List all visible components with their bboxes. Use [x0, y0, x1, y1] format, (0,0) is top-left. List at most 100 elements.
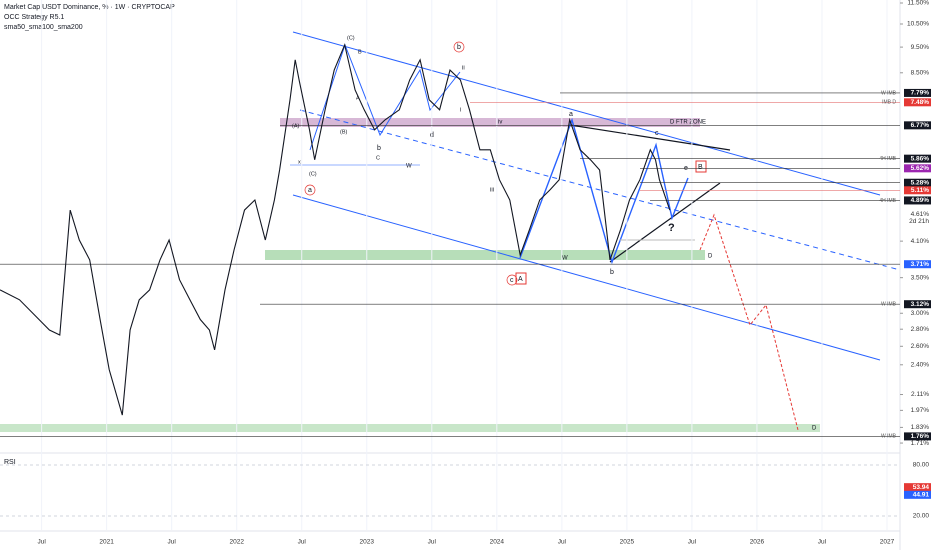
annotation: iii [490, 188, 494, 194]
x-tick-label: 2021 [99, 539, 114, 546]
rsi-title: RSI [4, 459, 16, 466]
annotation: W [562, 256, 568, 262]
y-tick-label: 9.50% [911, 44, 930, 51]
projection-path [699, 213, 799, 431]
annotation: B [698, 164, 703, 171]
y-tick-label: 3.00% [911, 310, 930, 317]
rsi-label: 53.94 [913, 484, 930, 491]
channel-mid [299, 109, 901, 271]
level-name: 4H IMB [879, 156, 896, 162]
level-label: 5.28% [911, 179, 930, 186]
level-label: 4.89% [911, 197, 930, 204]
level-box [904, 260, 931, 269]
level-label: 5.86% [911, 155, 930, 162]
level-box [904, 88, 931, 97]
level-name: W IMB [881, 90, 897, 96]
y-tick-label: 11.50% [907, 0, 929, 7]
x-tick-label: Jul [168, 539, 177, 546]
level-box [904, 432, 931, 441]
level-box [904, 196, 931, 205]
label-box [515, 272, 527, 285]
demand-zone-low [0, 424, 820, 432]
annotation: c [655, 130, 659, 137]
x-tick-label: Jul [37, 539, 46, 546]
annotation: D [708, 254, 713, 260]
annotation: iv [498, 120, 502, 126]
annotation: D [812, 426, 817, 432]
annotation: (B) [340, 129, 348, 135]
level-label: 5.11% [911, 187, 929, 194]
triangle-bottom [609, 182, 721, 263]
x-tick-label: 2025 [620, 539, 635, 546]
annotation: A [518, 276, 523, 283]
y-tick-label: 3.50% [911, 274, 930, 281]
annotation: ii [462, 66, 465, 72]
y-tick-label: 2.80% [911, 326, 930, 333]
rsi-box [904, 483, 931, 492]
y-tick-label: 1.97% [911, 407, 930, 414]
rsi-label: 44.91 [913, 492, 930, 499]
label-box [695, 160, 707, 173]
annotation: (C) [309, 171, 317, 177]
x-tick-label: Jul [298, 539, 307, 546]
level-box [904, 186, 931, 195]
level-label: 3.12% [911, 301, 930, 308]
channel-bottom [292, 194, 881, 361]
chart-title: Market Cap USDT Dominance, % · 1W · CRYP… [4, 4, 175, 11]
level-name: 4H IMB [879, 198, 896, 204]
y-tick-label: 1.71% [911, 440, 930, 447]
rsi-tick-label: 20.00 [913, 513, 930, 520]
y-tick-label: 10.50% [907, 21, 929, 28]
x-tick-label: Jul [558, 539, 567, 546]
annotation: (C) [347, 35, 355, 41]
annotation: D FTR ZONE [670, 120, 706, 126]
x-tick-label: 2026 [750, 539, 765, 546]
last-price: 4.61% [911, 211, 930, 218]
wave-path [519, 117, 689, 265]
level-name: W IMB [881, 434, 897, 440]
label-circle [506, 274, 518, 286]
annotation: b [377, 145, 381, 152]
annotation: B [358, 49, 362, 55]
level-box [904, 154, 931, 163]
level-name: IMB D [882, 100, 896, 106]
annotation: (A) [292, 123, 300, 129]
level-box [904, 178, 931, 187]
level-box [904, 164, 931, 173]
level-label: 3.71% [911, 261, 930, 268]
level-label: 7.79% [911, 90, 930, 97]
y-tick-label: 2.60% [911, 343, 930, 350]
x-tick-label: 2023 [360, 539, 375, 546]
y-tick-label: 1.83% [911, 424, 930, 431]
annotation: ? [668, 222, 675, 234]
x-tick-label: Jul [818, 539, 827, 546]
x-tick-label: Jul [688, 539, 697, 546]
annotation: a [569, 111, 573, 118]
level-label: 1.76% [911, 433, 930, 440]
rsi-tick-label: 80.00 [913, 462, 930, 469]
y-tick-label: 2.11% [911, 391, 929, 398]
level-label: 5.62% [911, 165, 930, 172]
y-tick-label: 8.50% [911, 70, 930, 77]
demand-zone [265, 250, 705, 260]
annotation: b [457, 44, 461, 51]
annotation: i [460, 108, 461, 114]
level-name: W IMB [881, 302, 897, 308]
x-tick-label: 2024 [490, 539, 505, 546]
label-circle [453, 41, 465, 53]
annotation: c [510, 277, 514, 284]
annotation: C [376, 155, 380, 161]
triangle-top [569, 124, 731, 151]
x-tick-label: 2027 [880, 539, 895, 546]
annotation: A [356, 95, 360, 101]
rsi-box [904, 490, 931, 499]
y-tick-label: 4.10% [911, 238, 930, 245]
wave-path-old [309, 43, 461, 151]
price-line [0, 43, 671, 416]
x-tick-label: 2022 [229, 539, 244, 546]
level-label: 6.77% [911, 122, 930, 129]
countdown: 2d 21h [909, 218, 929, 225]
annotation: a [308, 187, 312, 194]
